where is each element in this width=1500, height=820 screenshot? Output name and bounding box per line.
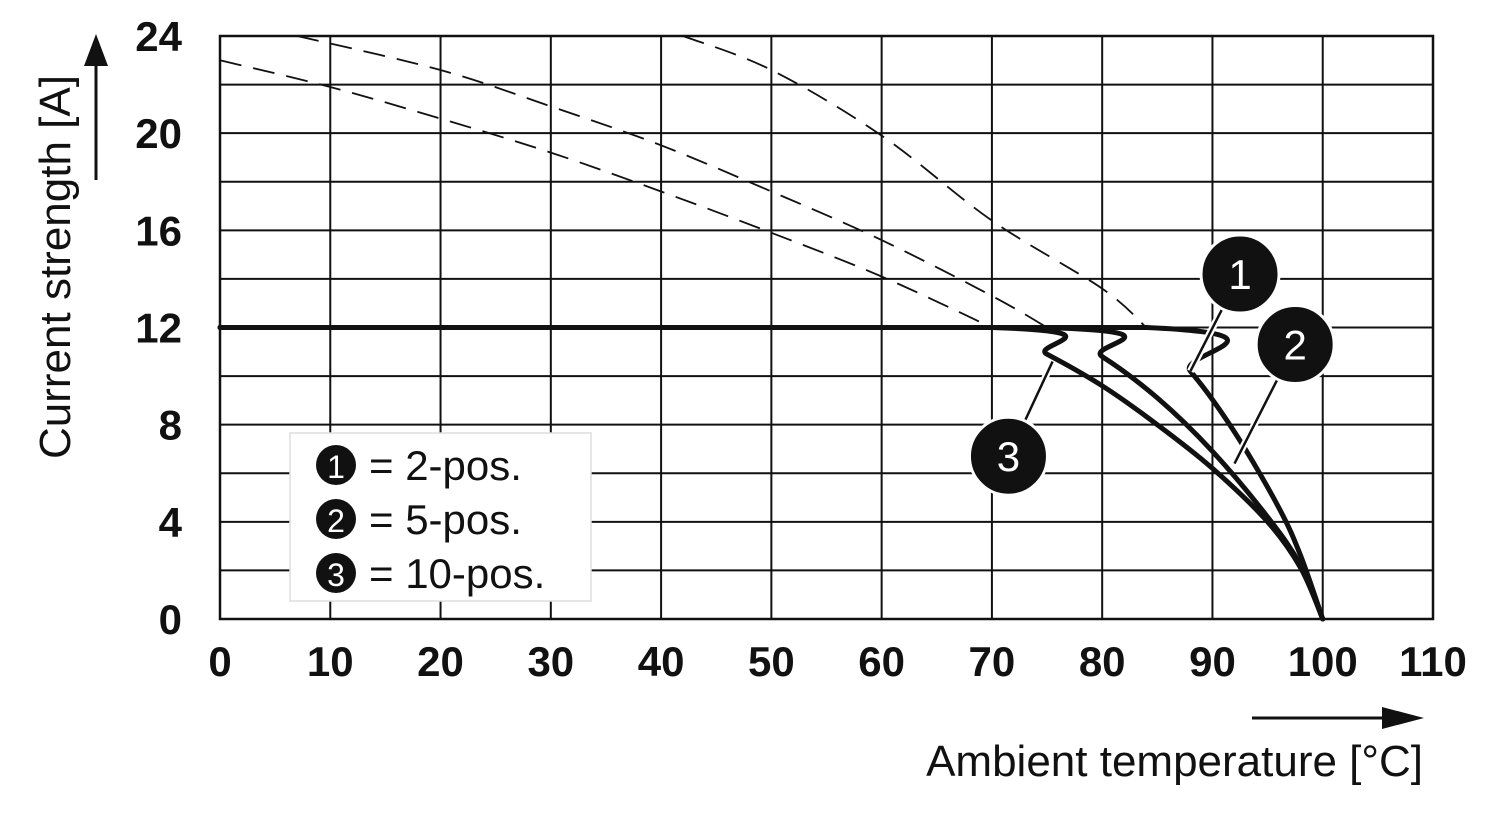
x-axis-title: Ambient temperature [°C] [926, 737, 1423, 786]
legend-badge-2-label: 2 [327, 503, 345, 539]
y-tick-label: 0 [159, 596, 182, 643]
legend-badge-3-label: 3 [327, 557, 345, 593]
legend-label-2: = 5-pos. [369, 496, 522, 543]
legend-item-1: 1 = 2-pos. [316, 442, 522, 489]
y-tick-label: 4 [159, 499, 183, 546]
legend-item-3: 3 = 10-pos. [316, 550, 545, 597]
y-tick-label: 12 [135, 305, 182, 352]
x-tick-label: 0 [208, 638, 231, 685]
x-tick-label: 110 [1399, 638, 1467, 685]
x-tick-label: 100 [1288, 638, 1358, 685]
derating-curve-3 [217, 325, 1326, 622]
legend-badge-2 [316, 499, 356, 539]
x-axis-title-group: Ambient temperature [°C] [926, 707, 1424, 786]
x-axis-arrow-head [1382, 707, 1424, 729]
y-tick-label: 8 [159, 402, 182, 449]
y-axis-title: Current strength [A] [31, 75, 80, 459]
annotation-badge-3 [967, 415, 1049, 497]
y-tick-label: 16 [135, 207, 182, 254]
y-tick-label: 24 [135, 13, 182, 60]
legend-label-3: = 10-pos. [369, 550, 545, 597]
annotation-badge-2 [1254, 304, 1336, 386]
grid [218, 34, 1435, 621]
legend-label-1: = 2-pos. [369, 442, 522, 489]
annotation-badge-1 [1199, 233, 1281, 315]
x-tick-label: 70 [969, 638, 1016, 685]
derating-curve-1 [217, 325, 1326, 622]
legend: 1 = 2-pos. 2 = 5-pos. 3 = 10-pos. [289, 432, 592, 602]
dashed-curve-2 [296, 35, 1048, 329]
x-tick-label: 20 [417, 638, 464, 685]
curve-annotations: 12 3 [967, 233, 1336, 497]
x-tick-label: 80 [1079, 638, 1126, 685]
series-group [217, 35, 1326, 622]
x-tick-label: 10 [307, 638, 354, 685]
x-tick-label: 60 [858, 638, 905, 685]
x-tick-label: 50 [748, 638, 795, 685]
x-tick-labels: 0 10 20 30 40 50 60 70 80 90 100 110 [208, 638, 1467, 685]
y-axis-title-group: Current strength [A] [31, 34, 108, 459]
y-axis-arrow-head [84, 34, 108, 66]
annotation-badge-label: 3 [997, 433, 1020, 480]
dashed-curve-3 [219, 59, 993, 329]
dashed-curve-1 [682, 35, 1147, 329]
legend-item-2: 2 = 5-pos. [316, 496, 522, 543]
legend-badge-1 [316, 445, 356, 485]
legend-badge-1-label: 1 [327, 449, 345, 485]
x-tick-label: 90 [1189, 638, 1236, 685]
y-tick-label: 20 [135, 110, 182, 157]
annotation-badge-label: 2 [1283, 322, 1306, 369]
x-tick-label: 40 [638, 638, 685, 685]
annotation-badge-label: 1 [1228, 251, 1251, 298]
legend-badge-3 [316, 553, 356, 593]
x-tick-label: 30 [527, 638, 574, 685]
y-tick-labels: 0 4 8 12 16 20 24 [135, 13, 182, 643]
